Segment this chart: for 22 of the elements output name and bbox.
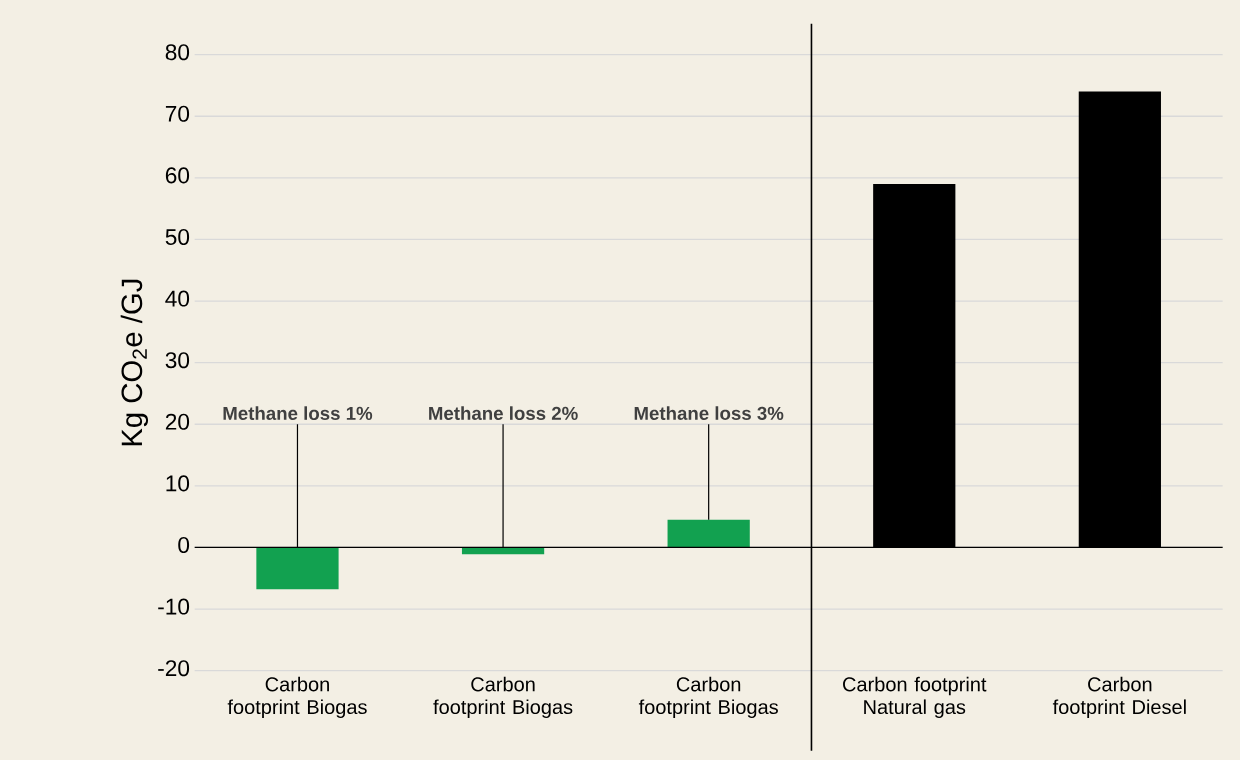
annotation: Methane loss 3% (634, 406, 784, 420)
x-tick-label: Carbon footprint Biogas (638, 676, 778, 719)
y-tick-label: 10 (166, 475, 190, 492)
y-tick-label: -20 (158, 660, 190, 677)
annotation: Methane loss 1% (223, 406, 373, 420)
y-tick-label: 20 (165, 413, 190, 430)
bar (667, 519, 750, 548)
annotation: Methane loss 2% (429, 406, 578, 420)
y-axis-title: Kg CO$_{2}$e /GJ (120, 279, 149, 446)
y-tick-label: 0 (178, 536, 190, 554)
x-tick-label: Carbon footprint Biogas (227, 676, 367, 719)
x-tick-label: Carbon footprint Diesel (1052, 676, 1186, 719)
y-tick-label: 50 (165, 228, 190, 246)
x-tick-label: Carbon footprint Biogas (433, 676, 573, 719)
y-tick-label: 40 (165, 290, 190, 307)
y-tick-label: 60 (165, 167, 190, 184)
y-tick-label: 80 (165, 44, 190, 61)
x-tick-label: Carbon footprint Natural gas (843, 676, 987, 719)
y-tick-label: 30 (165, 352, 190, 369)
y-tick-label: -10 (158, 598, 190, 615)
bar (256, 547, 339, 590)
y-tick-label: 70 (165, 105, 190, 122)
